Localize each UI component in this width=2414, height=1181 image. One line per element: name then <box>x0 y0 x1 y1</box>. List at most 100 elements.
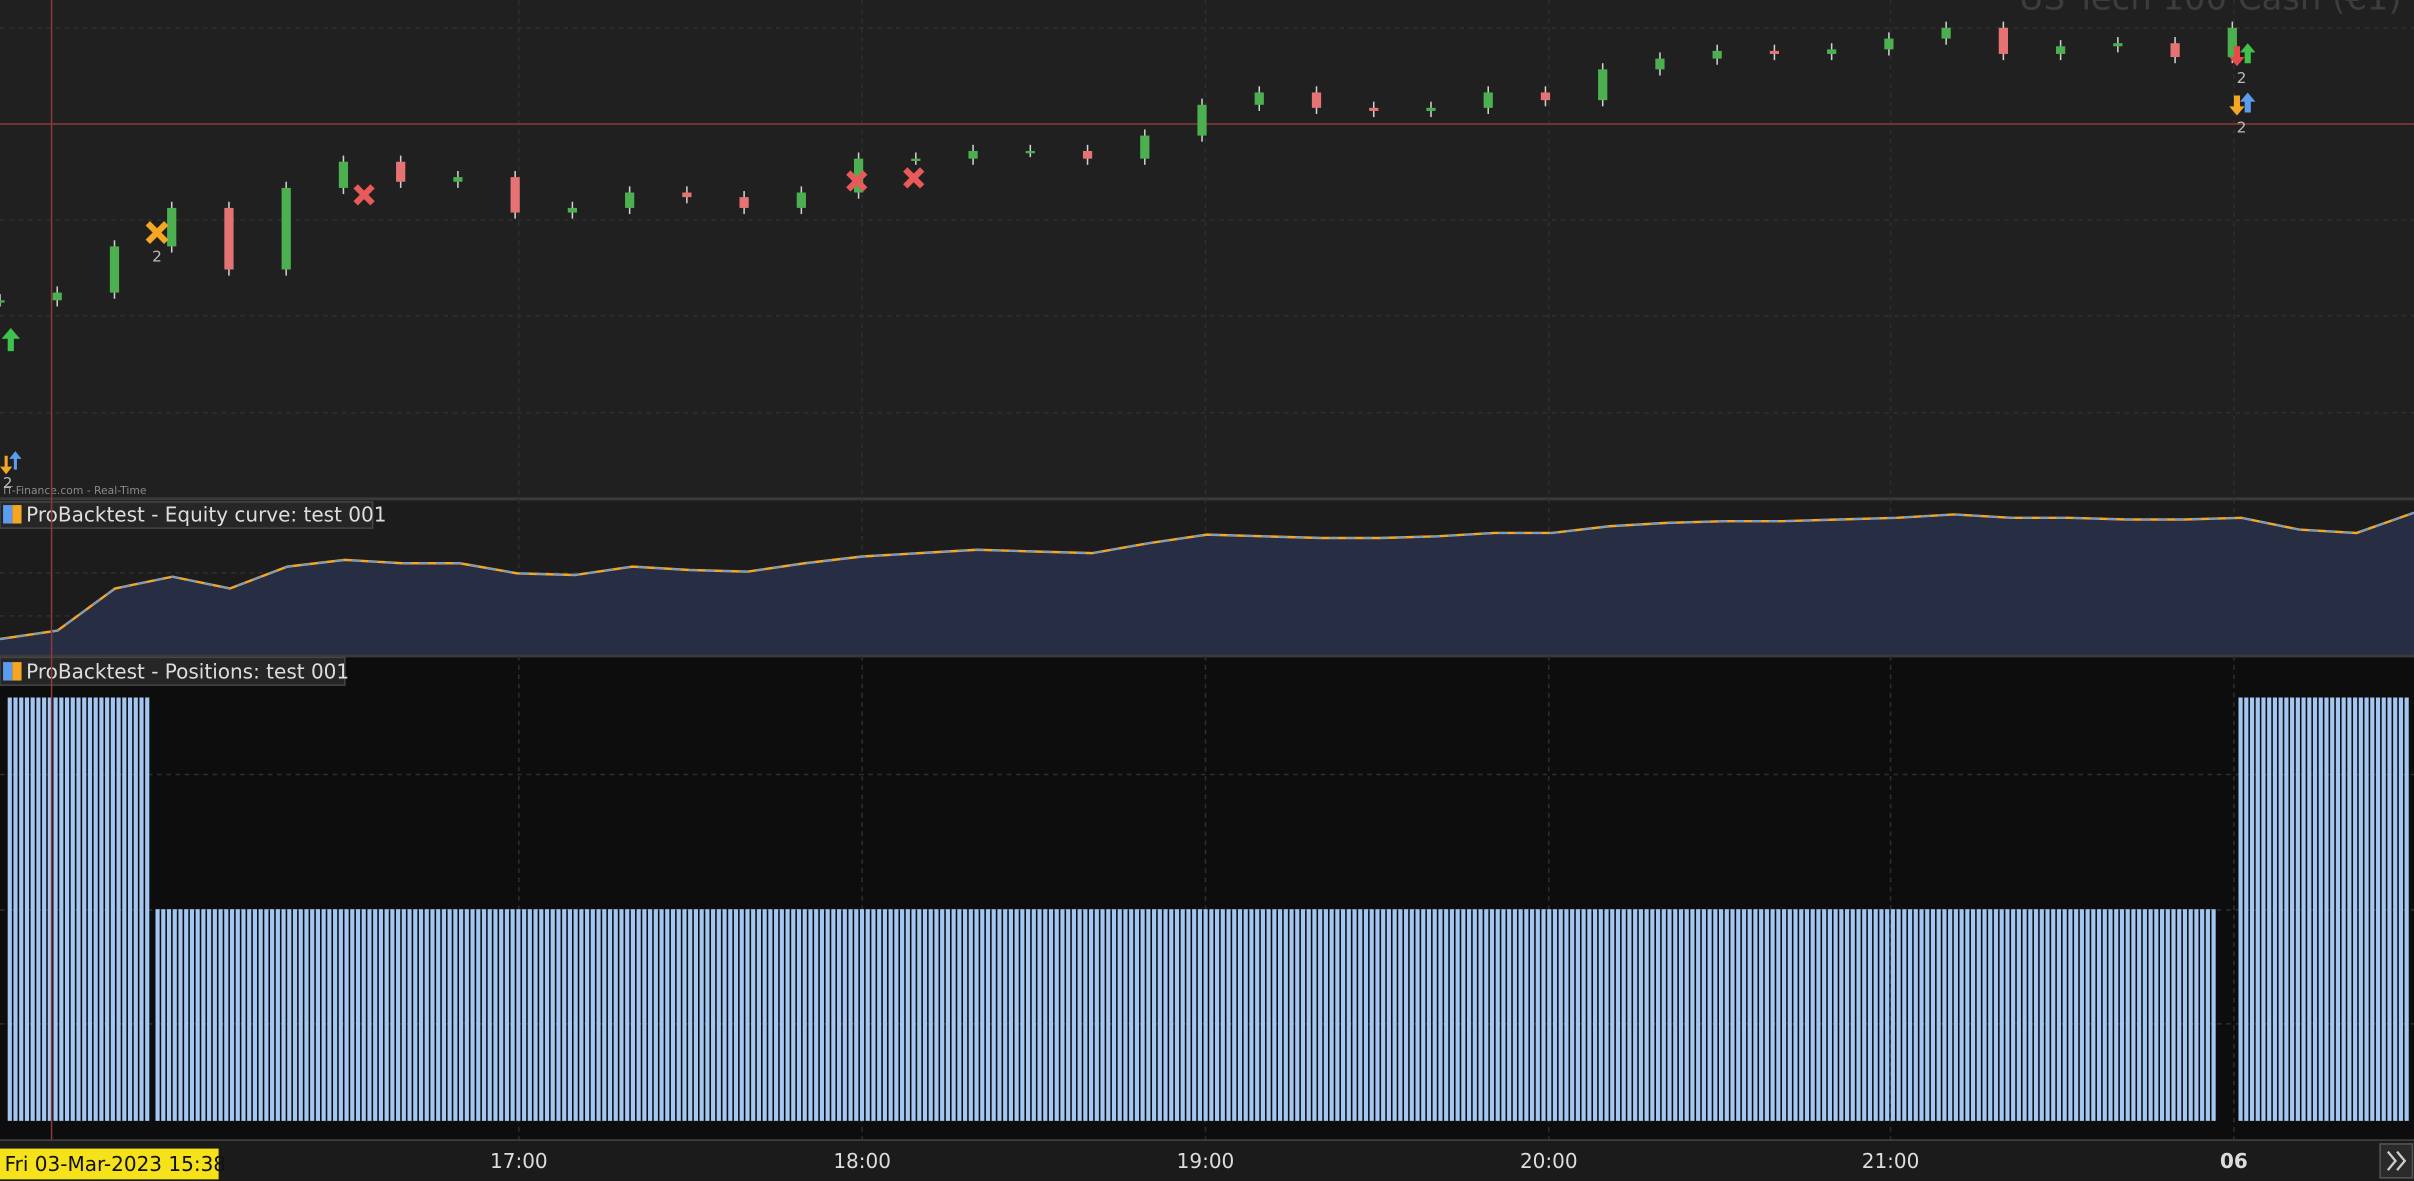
position-bar <box>1799 909 1804 1121</box>
position-bar <box>1289 909 1294 1121</box>
position-bar <box>945 909 950 1121</box>
position-bar <box>1484 909 1489 1121</box>
position-bar <box>1043 909 1048 1121</box>
position-bar <box>963 909 968 1121</box>
scroll-icon <box>2386 1150 2407 1171</box>
position-bar <box>139 697 144 1121</box>
position-bar <box>1718 909 1724 1121</box>
position-bar <box>1615 909 1621 1121</box>
position-bar <box>189 909 195 1121</box>
position-bar <box>1982 909 1987 1121</box>
position-bar <box>373 909 378 1121</box>
position-bar <box>1318 909 1323 1121</box>
position-bar <box>2290 697 2295 1121</box>
position-bar <box>1862 909 1867 1121</box>
buy-arrow <box>1 328 21 352</box>
position-bar <box>1678 909 1684 1121</box>
position-bar <box>1295 909 1300 1121</box>
position-bar <box>2194 909 2199 1121</box>
position-bar <box>991 909 996 1121</box>
position-bar <box>235 909 240 1121</box>
position-bar <box>481 909 487 1121</box>
instrument-watermark: US Tech 100 Cash (€1) <box>2019 0 2402 18</box>
position-bar <box>1335 909 1340 1121</box>
position-bar <box>1696 909 1701 1121</box>
divider <box>0 654 2414 658</box>
position-bar <box>842 909 847 1121</box>
position-bar <box>1048 909 1054 1121</box>
position-bar <box>1976 909 1981 1121</box>
candle-body <box>796 192 806 208</box>
position-bar <box>1432 909 1437 1121</box>
position-bar <box>82 697 87 1121</box>
position-bar <box>1209 909 1214 1121</box>
position-bar <box>2177 909 2182 1121</box>
sell-arrow <box>2229 46 2245 67</box>
position-bar <box>155 909 160 1121</box>
position-bar <box>762 909 767 1121</box>
position-bar <box>2148 909 2153 1121</box>
position-bar <box>739 909 744 1121</box>
position-bar <box>1844 909 1850 1121</box>
position-bar <box>722 909 727 1121</box>
position-bar <box>2341 697 2346 1121</box>
candle-body <box>1197 104 1207 136</box>
legend-swatch <box>3 505 13 524</box>
position-bar <box>436 909 441 1121</box>
position-bar <box>178 909 183 1121</box>
position-bar <box>441 909 447 1121</box>
position-bar <box>1278 909 1283 1121</box>
position-bar <box>1129 909 1134 1121</box>
position-bar <box>1174 909 1180 1121</box>
marker-label: 2 <box>2237 69 2247 87</box>
position-bar <box>2096 909 2102 1121</box>
candle-body <box>1254 92 1264 105</box>
data-source: IT-Finance.com - Real-Time <box>3 484 147 497</box>
position-bar <box>2142 909 2147 1121</box>
position-bar <box>1690 909 1695 1121</box>
candle-body <box>2227 27 2237 58</box>
position-bar <box>1793 909 1798 1121</box>
position-bar <box>396 909 401 1121</box>
position-bar <box>1197 909 1202 1121</box>
candle-body <box>2113 43 2123 47</box>
position-bar <box>378 909 384 1121</box>
position-bar <box>871 909 876 1121</box>
position-bar <box>1999 909 2004 1121</box>
position-bar <box>985 909 991 1121</box>
position-bar <box>493 909 498 1121</box>
position-bar <box>1667 909 1672 1121</box>
position-bar <box>93 697 98 1121</box>
position-bar <box>1907 909 1913 1121</box>
position-bar <box>1970 909 1976 1121</box>
position-bar <box>218 909 223 1121</box>
position-bar <box>1598 909 1603 1121</box>
position-bar <box>2278 697 2283 1121</box>
position-bar <box>2370 697 2375 1121</box>
position-bar <box>1312 909 1317 1121</box>
position-bar <box>1592 909 1598 1121</box>
position-bar <box>2079 909 2084 1121</box>
position-bar <box>315 909 321 1121</box>
position-bar <box>1810 909 1815 1121</box>
position-bar <box>573 909 578 1121</box>
candle-body <box>1655 58 1665 70</box>
candle-body <box>167 207 177 247</box>
position-bar <box>911 909 916 1121</box>
position-bar <box>579 909 584 1121</box>
position-bar <box>2244 697 2249 1121</box>
position-bar <box>1089 909 1094 1121</box>
position-bar <box>13 697 18 1121</box>
position-bar <box>1638 909 1643 1121</box>
panel-title: ProBacktest - Positions: test 001 <box>26 659 349 683</box>
position-bar <box>665 909 670 1121</box>
position-bar <box>2200 909 2205 1121</box>
position-bar <box>1358 909 1363 1121</box>
exit-marker <box>846 170 868 192</box>
position-bar <box>2016 909 2021 1121</box>
position-bar <box>1822 909 1827 1121</box>
position-bar <box>1518 909 1523 1121</box>
position-bar <box>350 909 355 1121</box>
